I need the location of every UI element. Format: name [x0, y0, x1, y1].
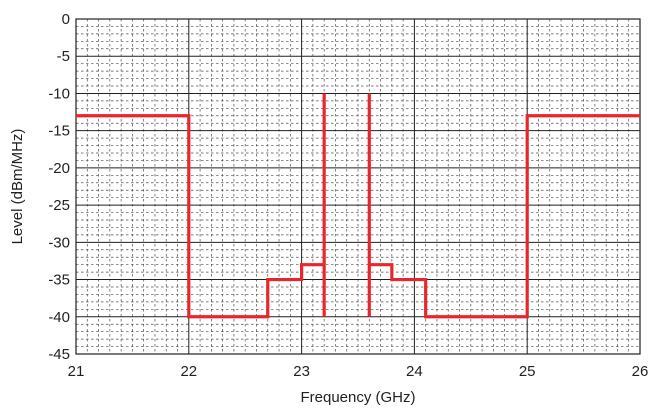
y-tick-label: -30 — [48, 234, 70, 251]
minor-grid — [76, 19, 640, 354]
y-tick-label: -15 — [48, 123, 70, 140]
x-tick-label: 24 — [406, 363, 423, 380]
y-tick-labels: 0 -5 -10 -15 -20 -25 -30 -35 -40 -45 — [48, 11, 70, 363]
y-tick-label: -45 — [48, 346, 70, 363]
y-tick-label: -5 — [57, 48, 70, 65]
y-tick-label: 0 — [62, 11, 70, 28]
series-line-1 — [76, 93, 326, 319]
y-axis-label: Level (dBm/MHz) — [9, 129, 26, 245]
y-tick-label: -25 — [48, 197, 70, 214]
x-tick-label: 26 — [632, 363, 649, 380]
y-tick-label: -40 — [48, 309, 70, 326]
y-tick-label: -20 — [48, 160, 70, 177]
series-line-2 — [367, 93, 640, 319]
x-axis-label: Frequency (GHz) — [300, 389, 415, 406]
x-tick-label: 25 — [519, 363, 536, 380]
major-grid — [76, 19, 640, 354]
plot-frame — [75, 18, 641, 355]
x-tick-labels: 21 22 23 24 25 26 — [68, 363, 649, 380]
x-tick-label: 23 — [293, 363, 310, 380]
y-tick-label: -10 — [48, 85, 70, 102]
series-layer — [76, 93, 640, 319]
x-tick-label: 21 — [68, 363, 85, 380]
y-tick-label: -35 — [48, 272, 70, 289]
x-tick-label: 22 — [180, 363, 197, 380]
